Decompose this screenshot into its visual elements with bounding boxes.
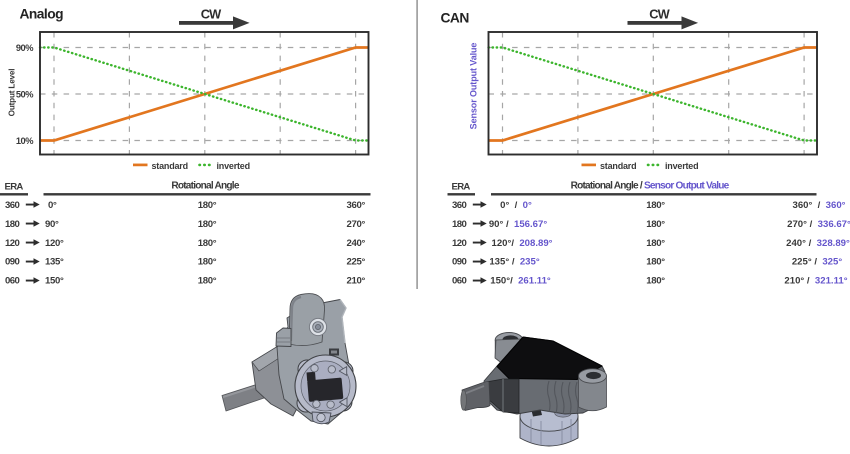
- svg-text:Analog: Analog: [20, 7, 64, 22]
- svg-text:Output Level: Output Level: [8, 69, 17, 117]
- svg-text:ERA: ERA: [5, 181, 24, 192]
- svg-text:90°: 90°: [45, 219, 59, 230]
- svg-text:Sensor Output Value: Sensor Output Value: [468, 43, 478, 130]
- svg-text:180: 180: [5, 219, 19, 230]
- svg-text:Rotational Angle / Sensor Outp: Rotational Angle / Sensor Output Value: [571, 181, 730, 192]
- svg-text:090: 090: [452, 257, 466, 268]
- svg-text:CAN: CAN: [441, 11, 470, 26]
- svg-text:180°: 180°: [646, 200, 665, 211]
- svg-text:ERA: ERA: [452, 181, 471, 192]
- svg-text:150°: 150°: [45, 276, 64, 287]
- svg-text:135°: 135°: [45, 257, 64, 268]
- svg-text:090: 090: [5, 257, 19, 268]
- svg-text:standard: standard: [152, 161, 188, 171]
- svg-text:270°: 270°: [347, 219, 366, 230]
- svg-text:210° / 321.11°: 210° / 321.11°: [784, 276, 847, 287]
- svg-text:360: 360: [5, 200, 19, 211]
- svg-text:210°: 210°: [347, 276, 366, 287]
- svg-text:180°: 180°: [646, 238, 665, 249]
- svg-text:0°: 0°: [48, 200, 57, 211]
- svg-text:060: 060: [452, 276, 466, 287]
- svg-text:135° / 235°: 135° / 235°: [489, 257, 540, 268]
- svg-text:180°: 180°: [198, 219, 217, 230]
- svg-text:inverted: inverted: [217, 161, 250, 171]
- svg-text:180°: 180°: [198, 276, 217, 287]
- svg-text:180: 180: [452, 219, 466, 230]
- svg-text:180°: 180°: [646, 276, 665, 287]
- svg-text:inverted: inverted: [665, 161, 698, 171]
- svg-text:0° / 0°: 0° / 0°: [500, 200, 532, 211]
- svg-text:90%: 90%: [16, 43, 34, 53]
- svg-text:225° / 325°: 225° / 325°: [792, 257, 843, 268]
- svg-text:standard: standard: [600, 161, 636, 171]
- svg-text:240°: 240°: [347, 238, 366, 249]
- svg-text:180°: 180°: [198, 238, 217, 249]
- svg-text:270° / 336.67°: 270° / 336.67°: [787, 219, 850, 230]
- svg-text:060: 060: [5, 276, 19, 287]
- svg-text:50%: 50%: [16, 89, 34, 99]
- svg-text:225°: 225°: [347, 257, 366, 268]
- svg-text:CW: CW: [649, 6, 670, 21]
- svg-text:180°: 180°: [198, 200, 217, 211]
- svg-text:120: 120: [452, 238, 466, 249]
- svg-text:360: 360: [452, 200, 466, 211]
- svg-text:360°: 360°: [347, 200, 366, 211]
- svg-text:240° / 328.89°: 240° / 328.89°: [786, 238, 850, 249]
- svg-text:10%: 10%: [16, 136, 34, 146]
- svg-text:Rotational Angle: Rotational Angle: [171, 181, 239, 192]
- svg-text:180°: 180°: [198, 257, 217, 268]
- svg-text:120: 120: [5, 238, 19, 249]
- svg-text:180°: 180°: [646, 257, 665, 268]
- svg-text:360° / 360°: 360° / 360°: [792, 200, 845, 211]
- svg-text:90° / 156.67°: 90° / 156.67°: [489, 219, 548, 230]
- svg-text:120°/ 208.89°: 120°/ 208.89°: [491, 238, 552, 249]
- svg-text:120°: 120°: [45, 238, 64, 249]
- svg-text:150°/ 261.11°: 150°/ 261.11°: [490, 276, 551, 287]
- svg-text:180°: 180°: [646, 219, 665, 230]
- svg-text:CW: CW: [201, 6, 222, 21]
